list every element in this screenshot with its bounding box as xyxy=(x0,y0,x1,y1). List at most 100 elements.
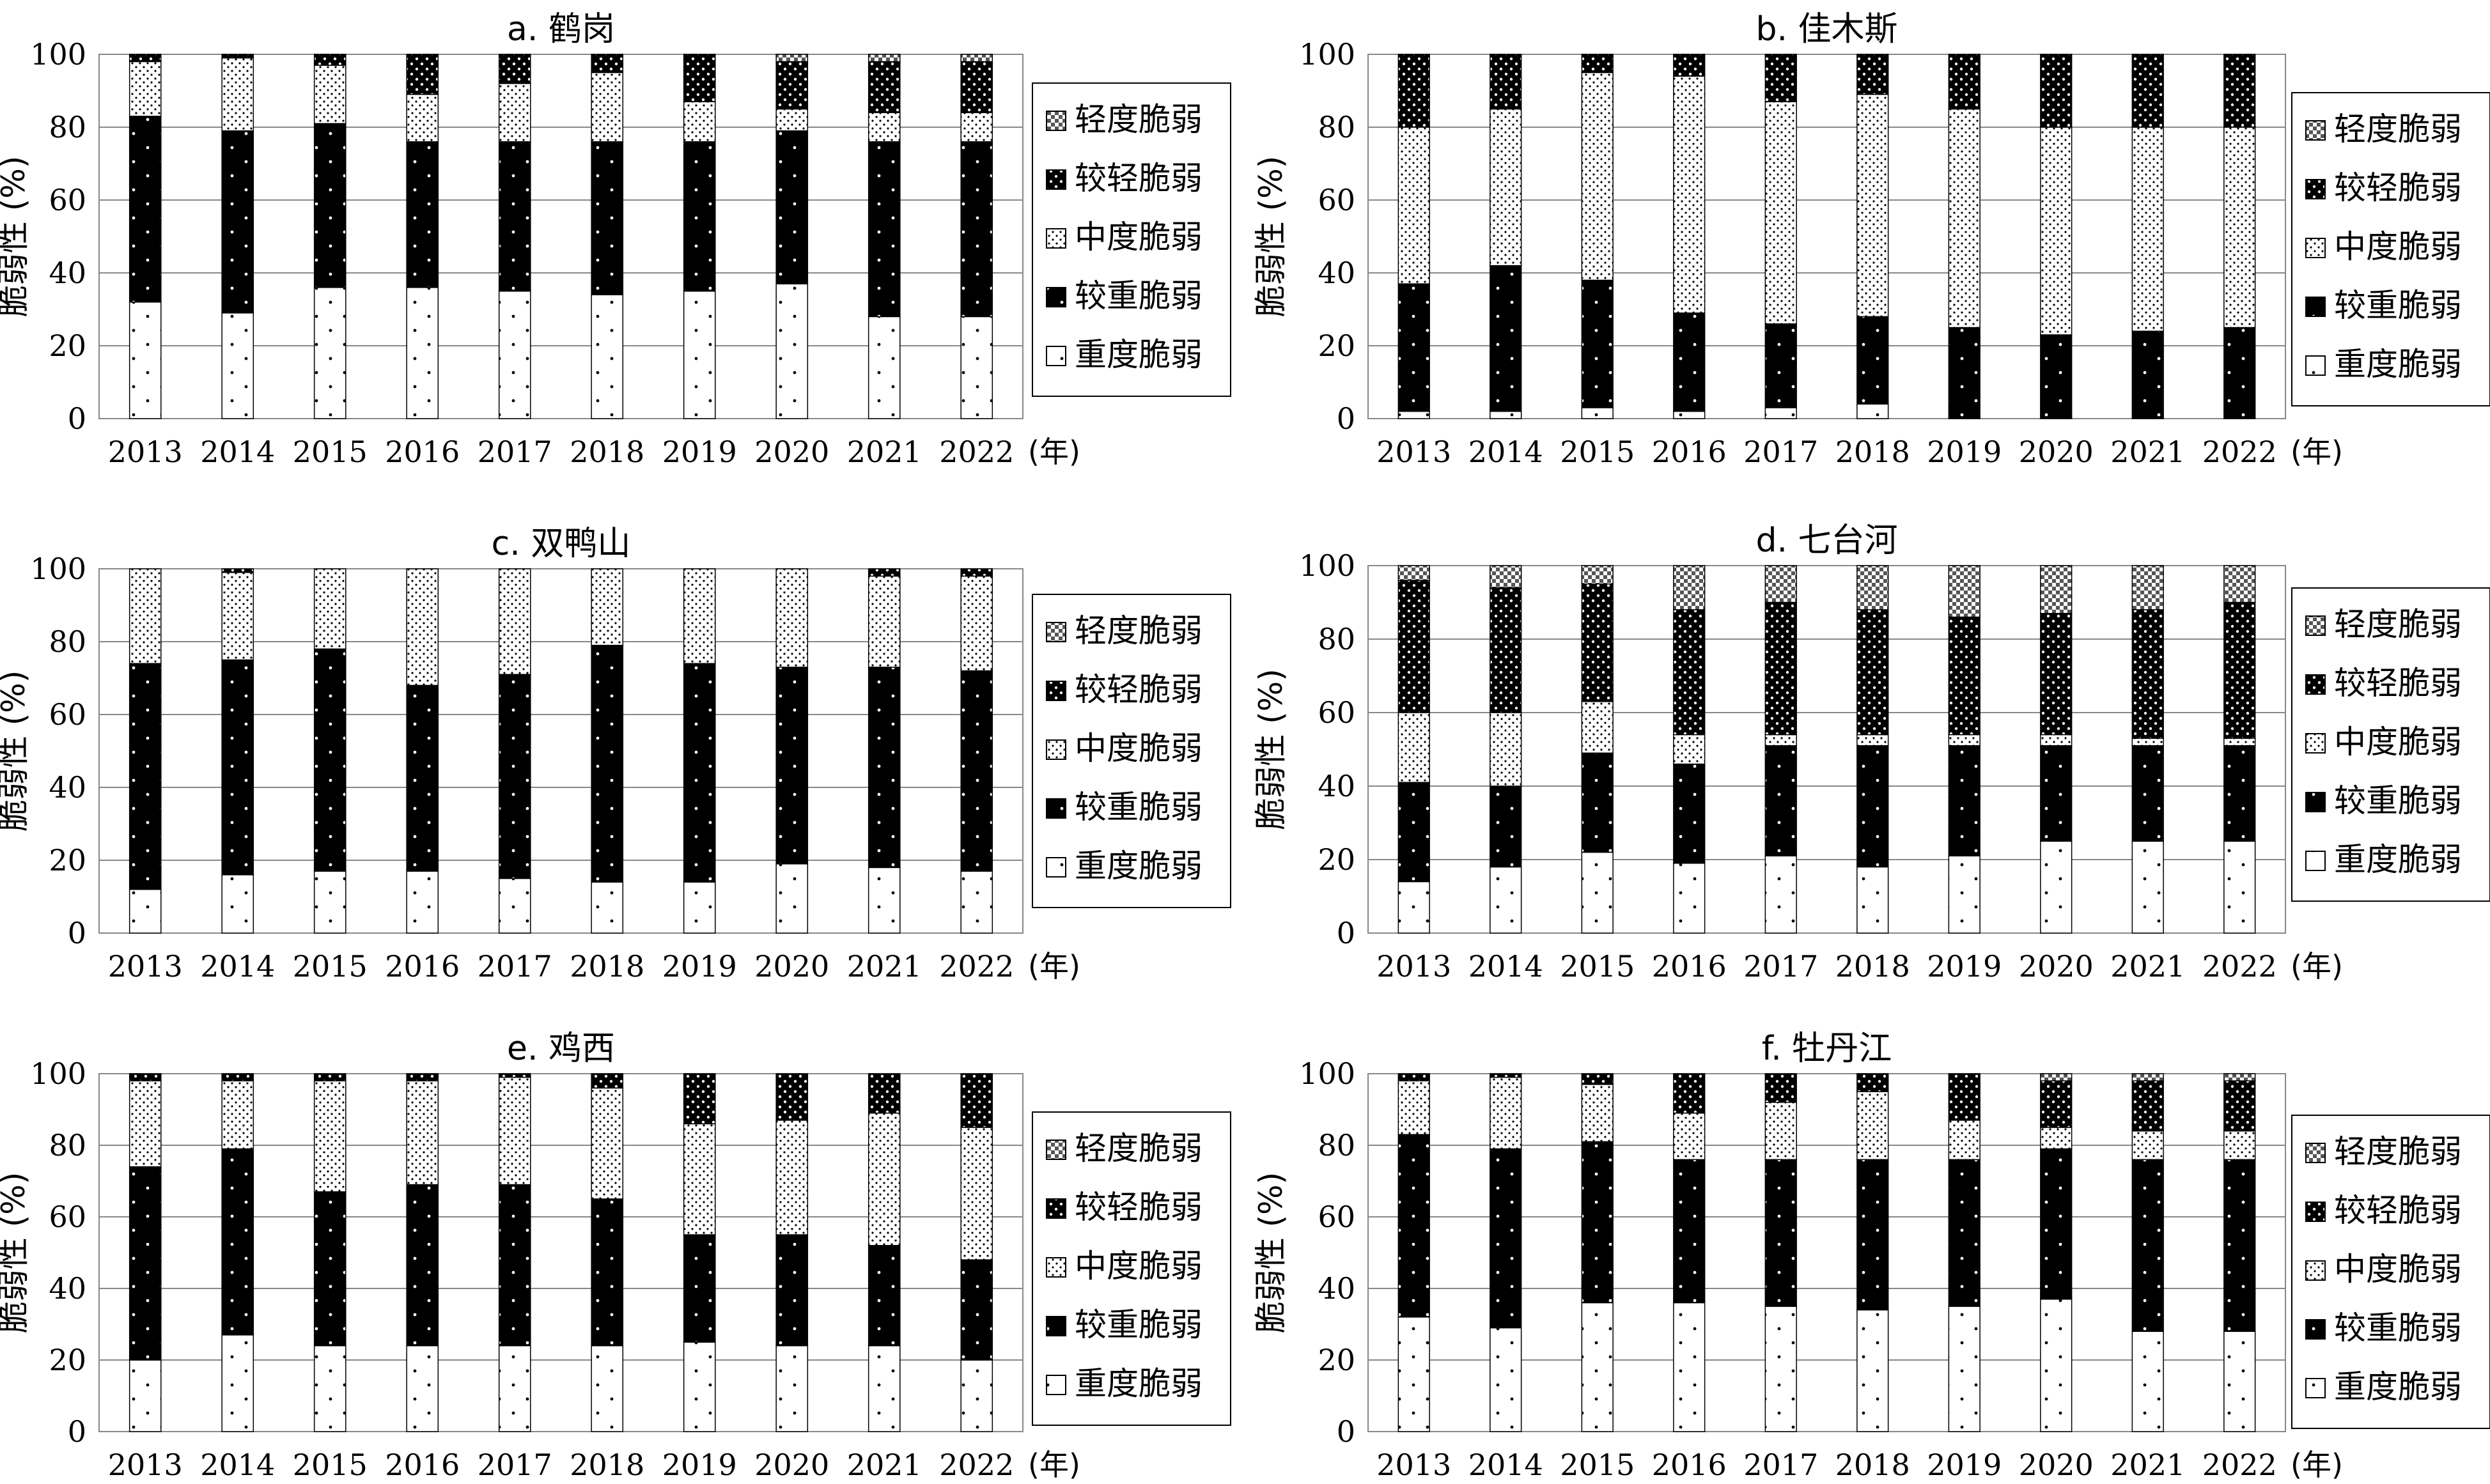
y-tick-label: 60 xyxy=(49,183,86,217)
bar-segment xyxy=(1856,734,1889,746)
bar-segment xyxy=(1490,410,1522,419)
bar-segment xyxy=(1856,316,1889,405)
bar-segment xyxy=(1397,712,1430,783)
y-tick-label: 0 xyxy=(1337,401,1355,436)
bar-segment xyxy=(775,283,809,419)
bar-segment xyxy=(1490,866,1522,934)
bar-segment xyxy=(406,287,439,419)
x-unit-label: (年) xyxy=(2291,435,2343,469)
bar-segment xyxy=(1673,1159,1706,1304)
legend-swatch xyxy=(2305,674,2326,695)
x-tick-label: 2020 xyxy=(2019,435,2094,469)
bar-segment xyxy=(406,141,439,288)
x-tick-label: 2020 xyxy=(754,949,829,984)
bar-segment xyxy=(868,316,901,419)
bar-segment xyxy=(313,1080,346,1193)
x-tick-label: 2015 xyxy=(293,1448,368,1482)
bar-segment xyxy=(2040,840,2073,934)
bar-segment xyxy=(1581,752,1614,853)
bar-segment xyxy=(1581,565,1614,585)
bar-segment xyxy=(1856,1159,1889,1311)
x-tick-label: 2017 xyxy=(1743,1448,1818,1482)
bar-segment xyxy=(775,130,809,284)
chart-panel-1: 0 20 40 60 80 100 脆弱性 (%) a. 鹤岗 2013 2014 2015 2016… xyxy=(0,10,1231,469)
legend-swatch xyxy=(2305,1319,2326,1340)
y-axis-label: 脆弱性 (%) xyxy=(0,670,32,831)
bar-segment xyxy=(2040,1073,2073,1081)
bar-segment xyxy=(2040,1299,2073,1432)
chart-panel-6: 0 20 40 60 80 100 脆弱性 (%) f. 牡丹江 2013 2014 2015 201… xyxy=(1252,1030,2490,1482)
y-tick-label: 100 xyxy=(30,37,86,72)
bar-segment xyxy=(2131,840,2164,934)
x-tick-label: 2017 xyxy=(1743,435,1818,469)
bar-segment xyxy=(1397,565,1430,581)
y-tick-label: 100 xyxy=(1299,37,1355,72)
x-tick-label: 2022 xyxy=(939,1448,1014,1482)
legend-label: 中度脆弱 xyxy=(1075,219,1202,256)
x-tick-label: 2020 xyxy=(2019,1448,2094,1482)
bar-segment xyxy=(775,863,809,934)
bar-segment xyxy=(406,684,439,872)
bar-segment xyxy=(313,123,346,288)
bar-segment xyxy=(498,1073,531,1078)
bar-segment xyxy=(1673,609,1706,736)
legend-label: 较轻脆弱 xyxy=(2334,665,2462,702)
bar-segment xyxy=(1856,745,1889,868)
y-tick-label: 40 xyxy=(49,1271,86,1306)
legend-swatch xyxy=(1046,739,1066,760)
y-tick-label: 60 xyxy=(1318,695,1355,730)
bar-segment xyxy=(1764,1102,1797,1161)
legend-swatch xyxy=(1046,228,1066,249)
legend-label: 重度脆弱 xyxy=(1075,336,1202,373)
bar-segment xyxy=(1581,279,1614,408)
bar-segment xyxy=(1397,881,1430,934)
bar-segment xyxy=(868,54,901,63)
bar-segment xyxy=(2223,565,2256,603)
y-tick-label: 80 xyxy=(49,110,86,144)
bar-segment xyxy=(498,877,531,934)
legend-swatch xyxy=(1046,1316,1066,1336)
bar-segment xyxy=(683,290,716,419)
bar-segment xyxy=(2131,745,2164,842)
bar-segment xyxy=(1673,734,1706,765)
x-tick-label: 2018 xyxy=(1835,435,1910,469)
bar-segment xyxy=(498,54,531,84)
legend-swatch xyxy=(2305,1378,2326,1398)
bar-segment xyxy=(868,1112,901,1246)
x-unit-label: (年) xyxy=(1028,1448,1080,1482)
bar-segment xyxy=(775,1234,809,1347)
y-axis-label: 脆弱性 (%) xyxy=(0,156,32,317)
bar-segment xyxy=(1948,1306,1980,1432)
x-tick-label: 2015 xyxy=(1560,949,1635,984)
x-tick-label: 2013 xyxy=(1376,1448,1451,1482)
bar-segment xyxy=(128,888,162,934)
bar-segment xyxy=(2223,738,2256,746)
bar-segment xyxy=(1581,72,1614,281)
bar-segment xyxy=(498,568,531,676)
bar-segment xyxy=(1397,1134,1430,1318)
legend-label: 较重脆弱 xyxy=(1075,1306,1202,1343)
bar-segment xyxy=(1673,54,1706,77)
x-tick-label: 2021 xyxy=(2110,1448,2185,1482)
y-tick-label: 80 xyxy=(1318,1128,1355,1163)
bar-segment xyxy=(221,571,254,661)
x-tick-label: 2016 xyxy=(1652,1448,1727,1482)
bar-segment xyxy=(960,54,993,63)
y-tick-label: 80 xyxy=(49,624,86,659)
x-tick-label: 2018 xyxy=(570,949,644,984)
chart-title: a. 鹤岗 xyxy=(507,10,615,49)
legend-label: 重度脆弱 xyxy=(1075,1365,1202,1402)
y-tick-label: 20 xyxy=(1318,1343,1355,1377)
legend-swatch xyxy=(2305,120,2326,141)
legend-swatch xyxy=(1046,287,1066,307)
bar-segment xyxy=(868,61,901,113)
legend-swatch xyxy=(1046,1140,1066,1160)
bar-segment xyxy=(221,874,254,934)
y-axis-label: 脆弱性 (%) xyxy=(1252,1172,1289,1333)
chart-panel-2: 0 20 40 60 80 100 脆弱性 (%) b. 佳木斯 2013 2014 2015 201… xyxy=(1252,10,2490,469)
bar-segment xyxy=(498,290,531,419)
bar-segment xyxy=(1581,1141,1614,1304)
bar-segment xyxy=(406,1073,439,1081)
legend-swatch xyxy=(2305,1202,2326,1222)
x-tick-label: 2013 xyxy=(108,435,183,469)
